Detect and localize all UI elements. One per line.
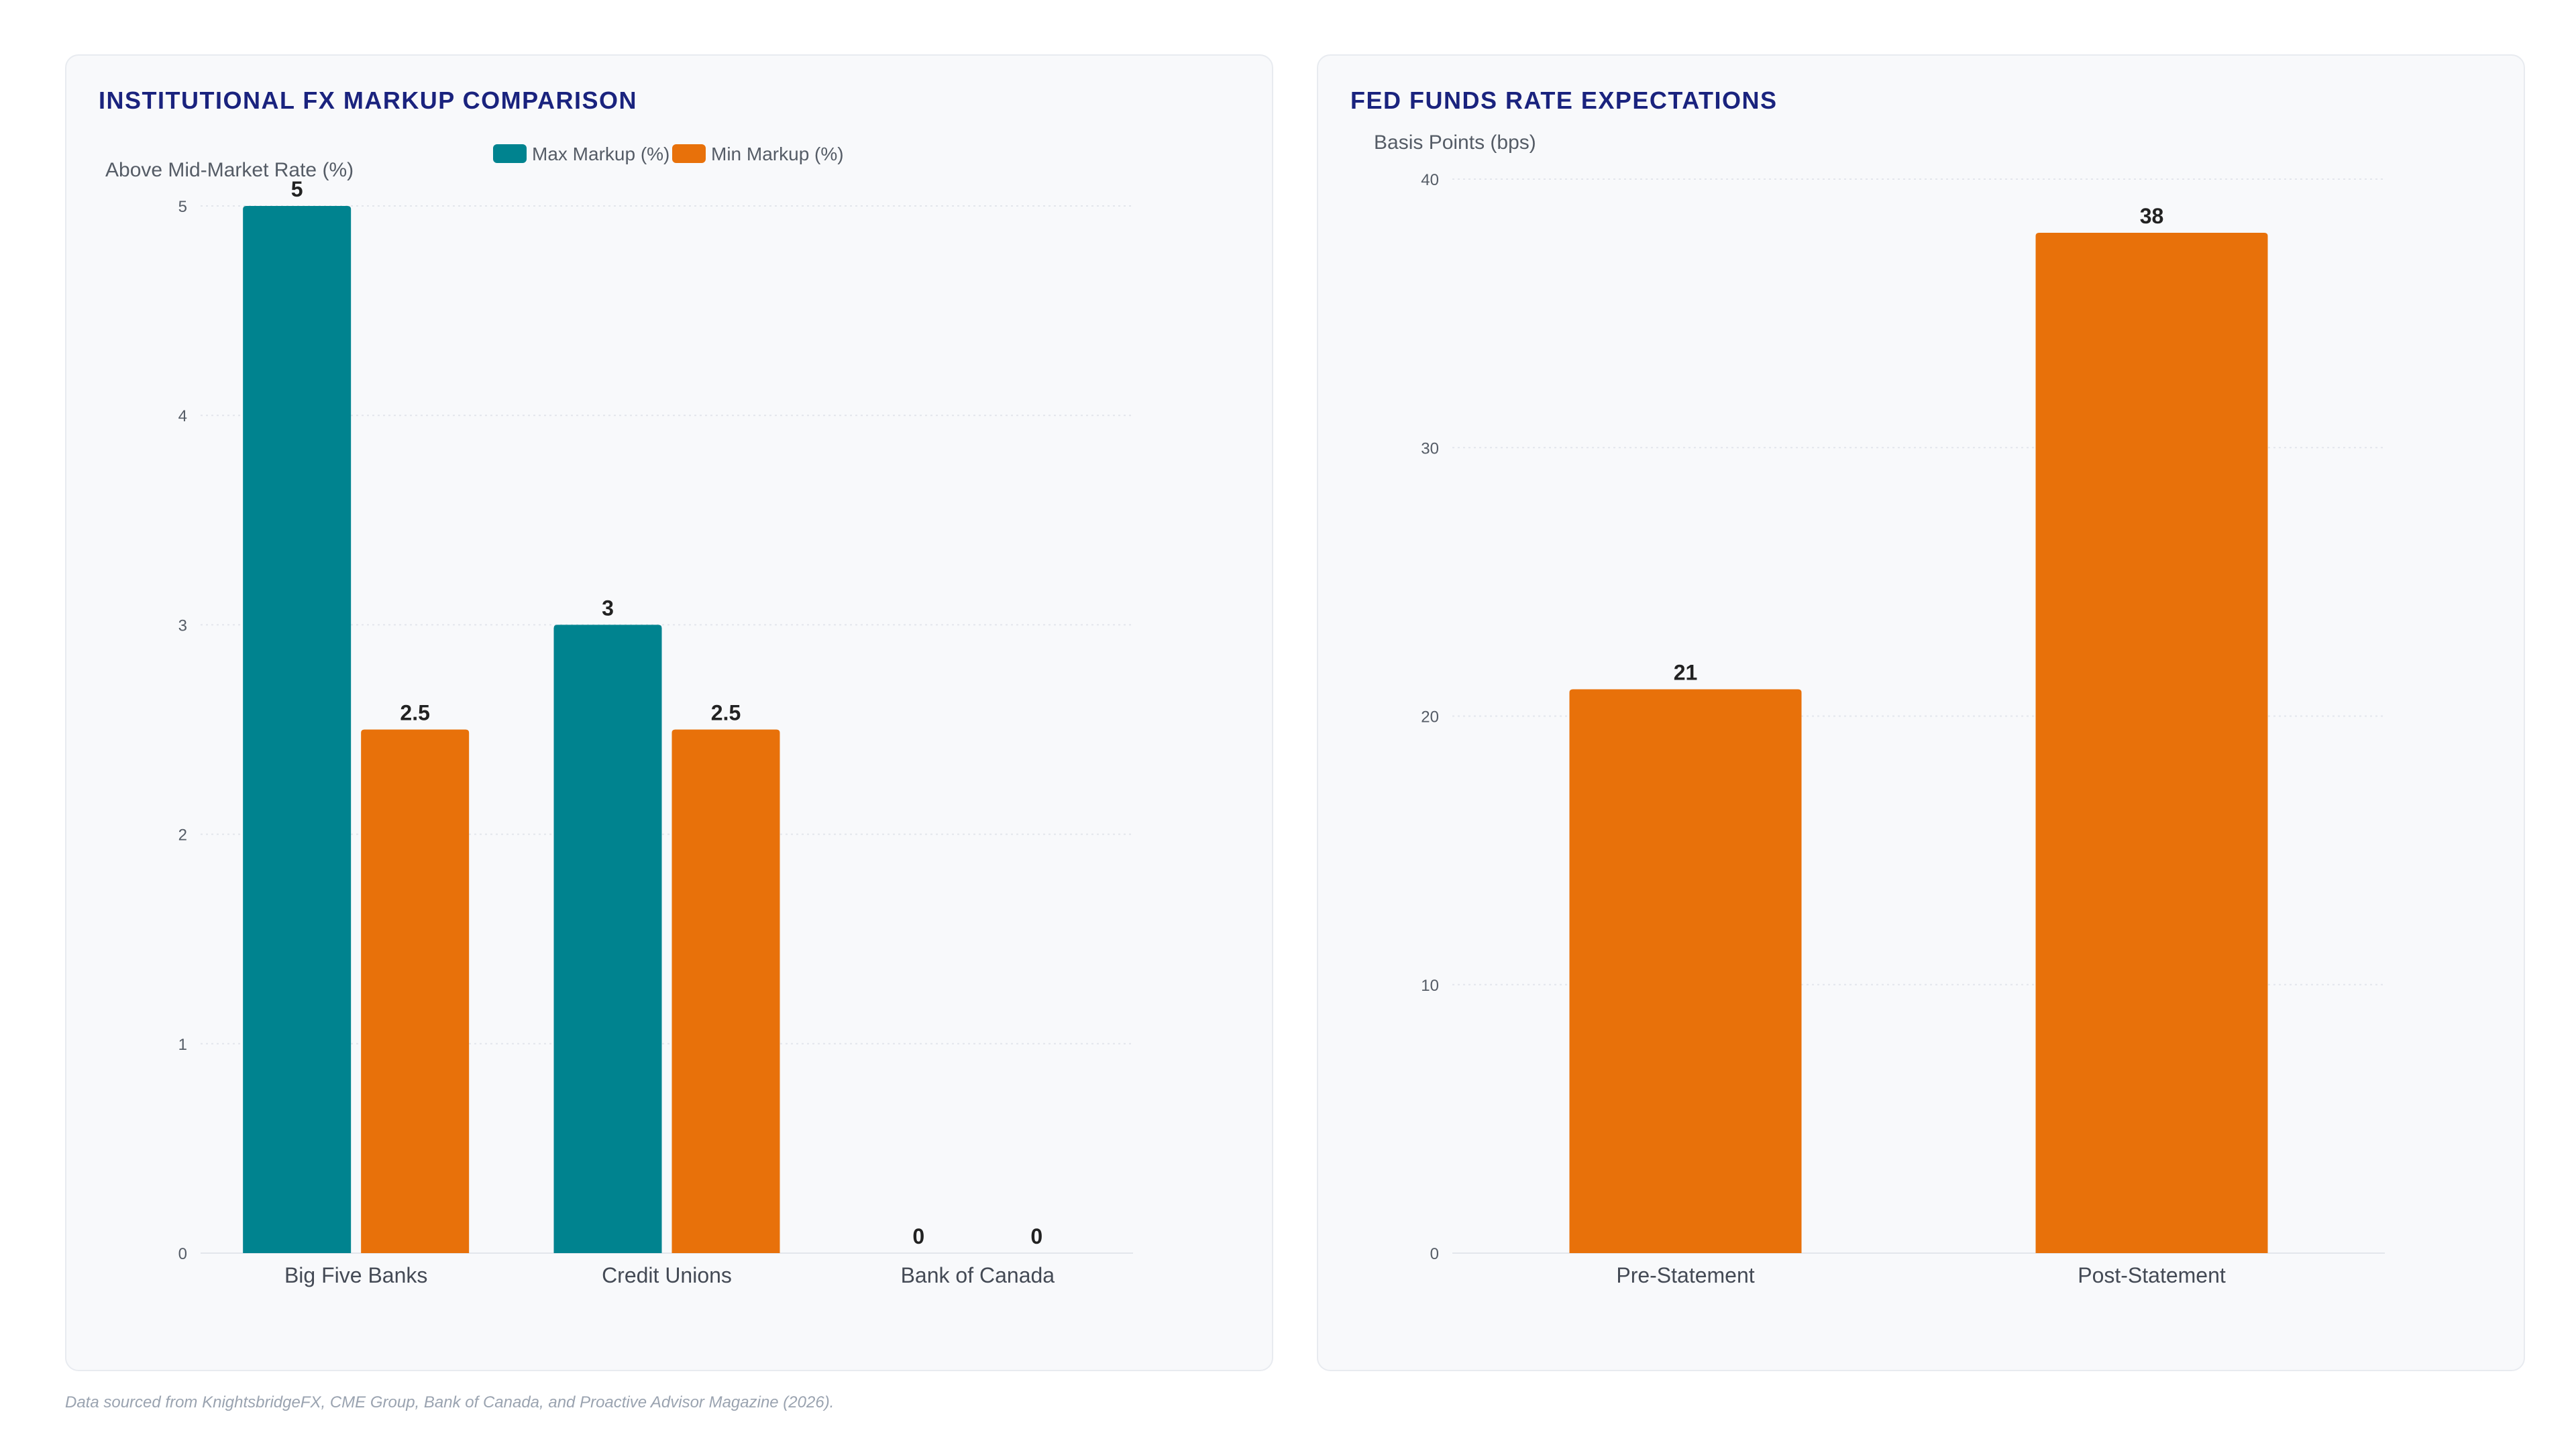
y-tick-label: 10 — [1421, 977, 1439, 995]
y-tick-label: 30 — [1421, 439, 1439, 458]
x-tick-label: Post-Statement — [2078, 1263, 2226, 1287]
bar-pre-statement — [1569, 689, 1802, 1253]
y-axis-label: Above Mid-Market Rate (%) — [105, 159, 354, 181]
data-label: 3 — [602, 596, 614, 620]
y-axis-label: Basis Points (bps) — [1374, 131, 1536, 154]
fed-funds-chart-title: FED FUNDS RATE EXPECTATIONS — [1350, 87, 1778, 114]
data-label: 38 — [2140, 204, 2164, 228]
x-tick-label: Pre-Statement — [1616, 1263, 1754, 1287]
y-tick-label: 1 — [178, 1036, 187, 1054]
fx-markup-chart-card: INSTITUTIONAL FX MARKUP COMPARISON 0 1 2 3 4… — [65, 54, 1273, 1371]
data-label: 2.5 — [711, 701, 741, 725]
data-source-note: Data sourced from KnightsbridgeFX, CME G… — [65, 1393, 835, 1411]
legend-label: Min Markup (%) — [711, 144, 844, 164]
y-tick-label: 40 — [1421, 171, 1439, 189]
data-label: 5 — [291, 177, 303, 201]
legend-label: Max Markup (%) — [532, 144, 669, 164]
bar-big-five-banks-max-markup — [243, 206, 352, 1253]
legend: Max Markup (%) Min Markup (%) — [493, 144, 844, 164]
y-tick-label: 2 — [178, 826, 187, 845]
data-label: 0 — [912, 1224, 924, 1248]
bar-credit-unions-max-markup — [553, 625, 662, 1253]
bar-big-five-banks-min-markup — [361, 729, 470, 1253]
fed-funds-bar-chart: 0 10 20 30 40 Basis Points (bps) 21 Pre-Stateme… — [1374, 131, 2385, 1287]
y-tick-label: 5 — [178, 198, 187, 216]
y-tick-label: 20 — [1421, 708, 1439, 727]
x-tick-label: Bank of Canada — [901, 1263, 1055, 1287]
x-tick-label: Credit Unions — [602, 1263, 732, 1287]
data-label: 2.5 — [400, 701, 429, 725]
data-label: 21 — [1674, 660, 1698, 684]
bar-post-statement — [2035, 233, 2268, 1253]
bar-credit-unions-min-markup — [672, 729, 780, 1253]
fx-markup-chart-title: INSTITUTIONAL FX MARKUP COMPARISON — [99, 87, 638, 114]
y-tick-label: 3 — [178, 616, 187, 635]
fed-funds-chart-card: FED FUNDS RATE EXPECTATIONS 0 10 20 30 40 Bas… — [1317, 54, 2525, 1371]
legend-swatch-min-markup — [672, 144, 706, 163]
y-tick-label: 4 — [178, 407, 187, 425]
legend-swatch-max-markup — [493, 144, 527, 163]
y-tick-label: 0 — [178, 1245, 187, 1263]
y-tick-label: 0 — [1430, 1245, 1439, 1263]
data-label: 0 — [1030, 1224, 1042, 1248]
x-tick-label: Big Five Banks — [284, 1263, 427, 1287]
